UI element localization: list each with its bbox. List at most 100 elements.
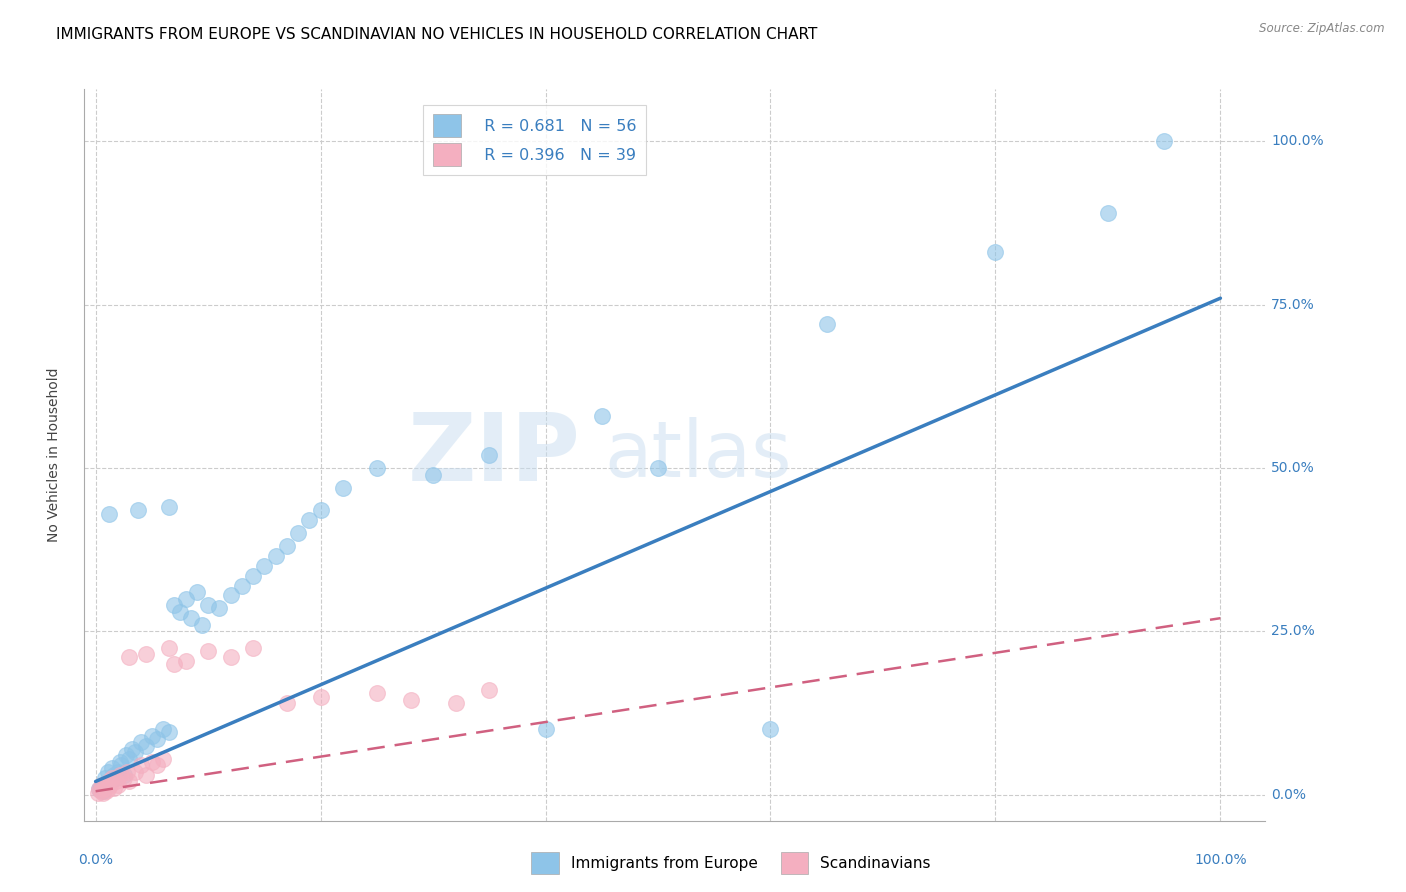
Point bbox=[87, 782, 110, 797]
Point bbox=[242, 640, 264, 655]
Point bbox=[264, 549, 287, 563]
Point bbox=[98, 507, 121, 521]
Point bbox=[157, 500, 180, 515]
Text: 50.0%: 50.0% bbox=[1271, 461, 1315, 475]
Text: 75.0%: 75.0% bbox=[1271, 298, 1315, 311]
Point bbox=[107, 764, 129, 779]
Point bbox=[103, 768, 125, 782]
Point bbox=[112, 768, 135, 782]
Point bbox=[90, 784, 112, 798]
Point bbox=[759, 723, 782, 737]
Point bbox=[174, 654, 197, 668]
Point bbox=[163, 598, 186, 612]
Point bbox=[197, 644, 219, 658]
Point bbox=[186, 585, 208, 599]
Point bbox=[242, 568, 264, 582]
Y-axis label: No Vehicles in Household: No Vehicles in Household bbox=[46, 368, 60, 542]
Point bbox=[422, 467, 444, 482]
Point bbox=[219, 650, 242, 665]
Point bbox=[93, 780, 115, 795]
Point bbox=[478, 448, 501, 462]
Point bbox=[115, 748, 138, 763]
Point bbox=[93, 786, 115, 800]
Point bbox=[141, 729, 163, 743]
Point bbox=[253, 558, 276, 573]
Text: Source: ZipAtlas.com: Source: ZipAtlas.com bbox=[1260, 22, 1385, 36]
Point bbox=[121, 741, 143, 756]
Point bbox=[135, 739, 157, 753]
Point bbox=[141, 755, 163, 769]
Point bbox=[96, 778, 118, 792]
Point bbox=[298, 513, 321, 527]
Point bbox=[104, 771, 127, 785]
Point bbox=[174, 591, 197, 606]
Point bbox=[101, 771, 124, 785]
Point bbox=[135, 647, 157, 661]
Point bbox=[219, 588, 242, 602]
Point bbox=[90, 780, 112, 794]
Point bbox=[444, 696, 467, 710]
Text: ZIP: ZIP bbox=[408, 409, 581, 501]
Point bbox=[110, 758, 132, 772]
Point bbox=[97, 782, 120, 797]
Point bbox=[984, 245, 1007, 260]
Point bbox=[309, 690, 332, 704]
Text: IMMIGRANTS FROM EUROPE VS SCANDINAVIAN NO VEHICLES IN HOUSEHOLD CORRELATION CHAR: IMMIGRANTS FROM EUROPE VS SCANDINAVIAN N… bbox=[56, 27, 818, 42]
Point bbox=[91, 778, 114, 792]
Point bbox=[231, 578, 253, 592]
Text: 0.0%: 0.0% bbox=[79, 854, 112, 867]
Legend:   R = 0.681   N = 56,   R = 0.396   N = 39: R = 0.681 N = 56, R = 0.396 N = 39 bbox=[423, 104, 647, 175]
Text: 100.0%: 100.0% bbox=[1194, 854, 1247, 867]
Point bbox=[87, 782, 110, 797]
Point bbox=[146, 731, 169, 746]
Point bbox=[332, 481, 354, 495]
Point bbox=[815, 318, 838, 332]
Legend: Immigrants from Europe, Scandinavians: Immigrants from Europe, Scandinavians bbox=[524, 846, 938, 880]
Point bbox=[124, 764, 146, 779]
Point bbox=[98, 774, 121, 789]
Point bbox=[127, 503, 149, 517]
Point bbox=[157, 725, 180, 739]
Point bbox=[124, 745, 146, 759]
Point bbox=[146, 758, 169, 772]
Point bbox=[1097, 206, 1119, 220]
Point bbox=[152, 723, 174, 737]
Point bbox=[103, 780, 125, 795]
Point bbox=[399, 693, 422, 707]
Point bbox=[309, 503, 332, 517]
Point bbox=[180, 611, 202, 625]
Text: 25.0%: 25.0% bbox=[1271, 624, 1315, 639]
Point bbox=[118, 650, 141, 665]
Point bbox=[169, 605, 191, 619]
Point bbox=[157, 640, 180, 655]
Point bbox=[98, 778, 121, 792]
Point bbox=[276, 539, 298, 553]
Text: 100.0%: 100.0% bbox=[1271, 135, 1323, 148]
Point bbox=[534, 723, 557, 737]
Point bbox=[93, 771, 115, 785]
Point bbox=[93, 784, 115, 798]
Text: 0.0%: 0.0% bbox=[1271, 788, 1306, 802]
Point bbox=[112, 771, 135, 785]
Point bbox=[647, 461, 669, 475]
Point bbox=[129, 735, 152, 749]
Point bbox=[129, 758, 152, 772]
Point bbox=[135, 768, 157, 782]
Point bbox=[591, 409, 613, 423]
Point bbox=[97, 764, 120, 779]
Point bbox=[287, 526, 309, 541]
Point bbox=[115, 764, 138, 779]
Point bbox=[110, 768, 132, 782]
Point bbox=[94, 784, 117, 798]
Point bbox=[101, 761, 124, 775]
Point bbox=[110, 755, 132, 769]
Point bbox=[96, 778, 118, 792]
Point bbox=[87, 786, 110, 800]
Point bbox=[366, 461, 388, 475]
Point bbox=[118, 751, 141, 765]
Point bbox=[191, 617, 214, 632]
Point bbox=[197, 598, 219, 612]
Point bbox=[478, 683, 501, 698]
Point bbox=[1153, 135, 1175, 149]
Point bbox=[107, 778, 129, 792]
